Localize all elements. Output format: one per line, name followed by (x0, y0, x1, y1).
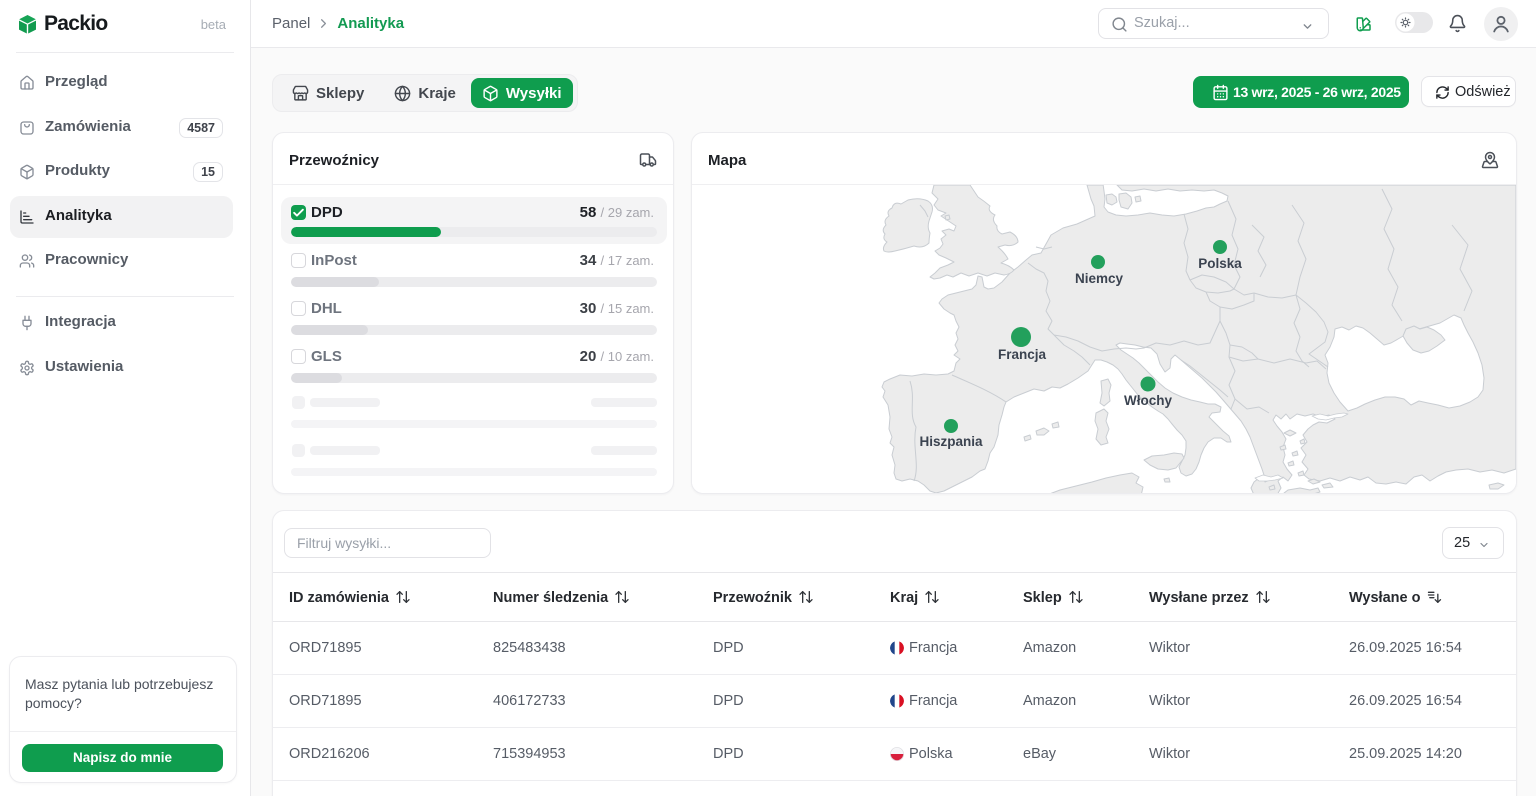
svg-text:Francja: Francja (998, 347, 1047, 362)
svg-text:Polska: Polska (1198, 256, 1242, 271)
svg-text:Włochy: Włochy (1124, 393, 1172, 408)
svg-text:Niemcy: Niemcy (1075, 271, 1124, 286)
svg-text:Hiszpania: Hiszpania (919, 434, 983, 449)
